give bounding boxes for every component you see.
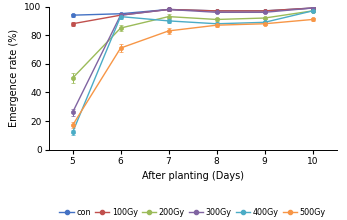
Legend: con, 100Gy, 200Gy, 300Gy, 400Gy, 500Gy: con, 100Gy, 200Gy, 300Gy, 400Gy, 500Gy [59,208,326,217]
X-axis label: After planting (Days): After planting (Days) [142,171,244,181]
Y-axis label: Emergence rate (%): Emergence rate (%) [9,29,19,127]
